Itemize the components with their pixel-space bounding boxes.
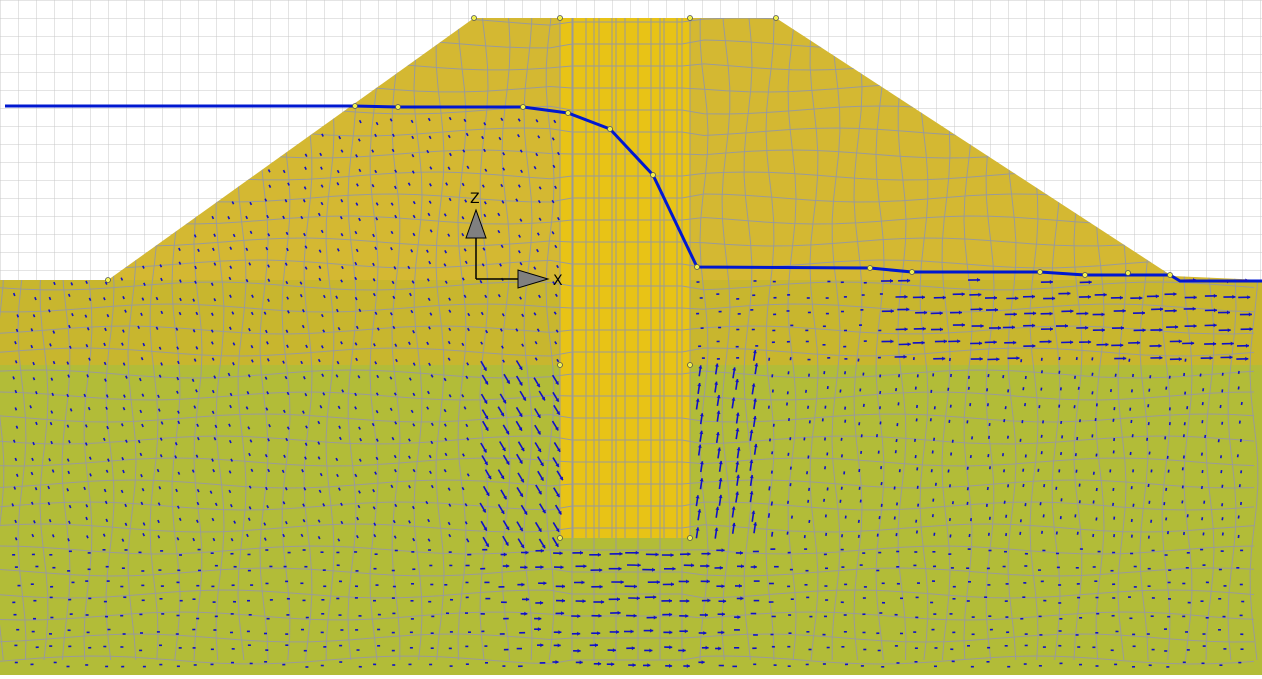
z-axis-label: Z <box>470 191 480 207</box>
x-axis-label: X <box>553 273 563 289</box>
